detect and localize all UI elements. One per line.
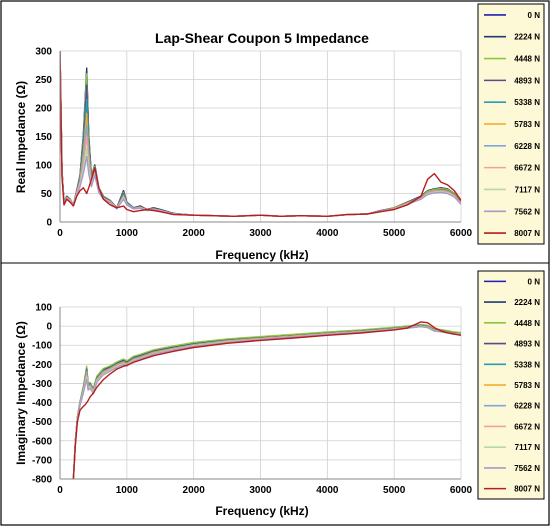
legend-label: 6228 N [514,142,540,151]
x-tick-label: 1000 [116,228,139,239]
series-line [60,50,461,218]
y-axis-label: Real Impedance (Ω) [14,81,28,193]
legend-label: 7562 N [514,464,540,473]
legend-label: 7117 N [515,185,541,194]
real-impedance-chart: Lap-Shear Coupon 5 Impedance 0 50 100 150 20… [14,3,545,262]
real-series-group [60,50,461,218]
legend-label: 4893 N [514,340,540,349]
legend-label: 7562 N [514,207,540,216]
chart-title: Lap-Shear Coupon 5 Impedance [155,30,369,46]
x-axis-label: Frequency (kHz) [215,248,308,262]
series-line [72,326,461,479]
y-tick-label: 100 [35,161,52,172]
y-tick-label: 50 [41,189,53,200]
x-tick-label: 3000 [249,485,272,496]
x-tick-label: 3000 [249,228,272,239]
y-tick-label: -800 [32,475,52,486]
legend-label: 0 N [528,277,541,286]
series-line [72,321,461,479]
legend-label: 4448 N [514,319,540,328]
legend-label: 6672 N [514,422,540,431]
legend-label: 5338 N [514,360,540,369]
legend-label: 6228 N [514,402,540,411]
x-tick-label: 5000 [383,485,406,496]
x-axis-label: Frequency (kHz) [215,504,308,518]
legend-label: 8007 N [514,485,540,494]
legend-label: 0 N [528,11,541,20]
x-tick-label: 4000 [316,228,339,239]
y-tick-label: 200 [35,104,52,115]
y-tick-label: 100 [35,303,52,314]
legend-label: 5783 N [514,381,540,390]
y-tick-label: 0 [46,322,52,333]
imag-series-group [72,321,461,479]
x-tick-label: 6000 [450,485,473,496]
legend-label: 2224 N [514,33,540,42]
x-tick-label: 4000 [316,485,339,496]
real-legend: 0 N 2224 N 4448 N 4893 N 5338 N 5783 N 6228 N 6… [477,3,545,245]
legend-label: 4448 N [514,55,540,64]
x-tick-label: 0 [57,228,63,239]
y-tick-label: -100 [32,341,52,352]
y-tick-label: 150 [35,132,52,143]
x-tick-label: 1000 [116,485,139,496]
y-tick-label: 250 [35,75,52,86]
real-grid [59,50,462,223]
y-tick-label: 300 [35,47,52,58]
legend-label: 5338 N [514,98,540,107]
legend-label: 8007 N [514,229,540,238]
y-tick-label: -200 [32,360,52,371]
y-tick-label: -400 [32,398,52,409]
legend-label: 4893 N [514,76,540,85]
legend-label: 2224 N [514,298,540,307]
y-tick-label: -300 [32,379,52,390]
x-tick-label: 5000 [383,228,406,239]
imag-legend: 0 N 2224 N 4448 N 4893 N 5338 N 5783 N 6228 N 6… [477,270,545,500]
x-tick-label: 2000 [183,228,206,239]
y-tick-label: 0 [46,218,52,229]
y-tick-label: -600 [32,436,52,447]
legend-label: 6672 N [514,164,540,173]
legend-label: 7117 N [515,443,541,452]
y-axis-label: Imaginary Impedance (Ω) [14,321,28,465]
y-tick-label: -500 [32,417,52,428]
y-tick-label: -700 [32,455,52,466]
legend-label: 5783 N [514,120,540,129]
x-tick-label: 2000 [183,485,206,496]
x-tick-label: 0 [57,485,63,496]
x-tick-label: 6000 [450,228,473,239]
